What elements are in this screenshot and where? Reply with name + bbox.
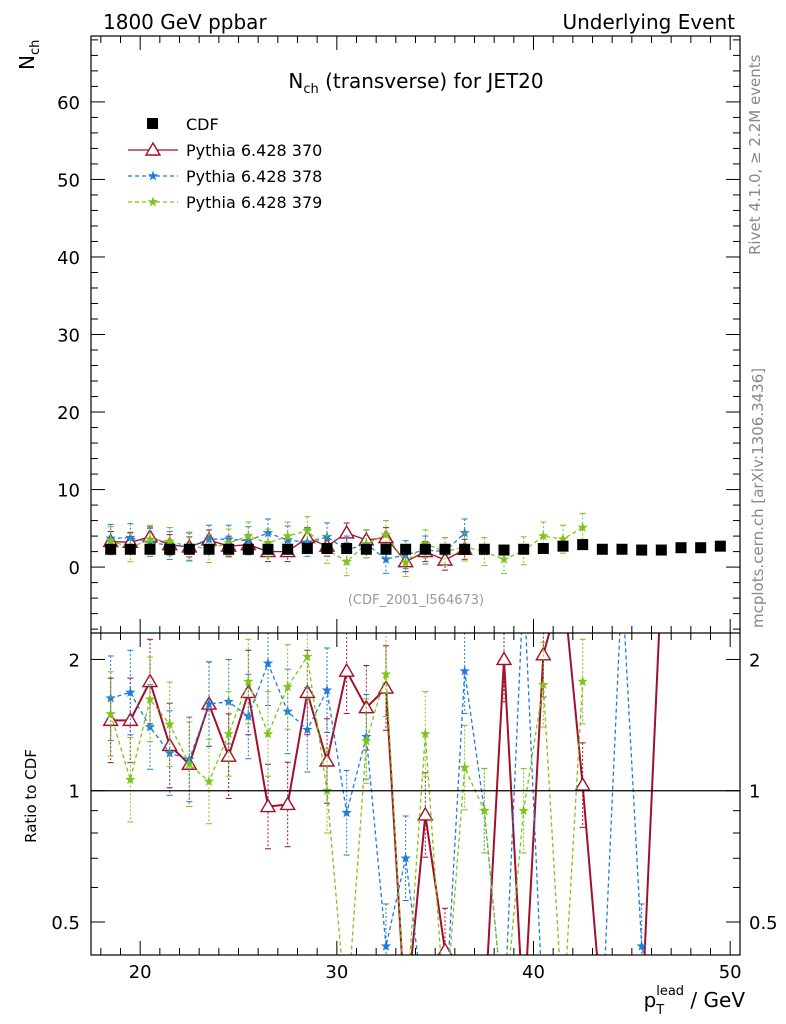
- y-tick-label-0: 0: [69, 558, 80, 579]
- point-cdf: [144, 543, 156, 555]
- ratio-tick-label-right-1: 1: [749, 782, 760, 803]
- x-axis-label: pTlead / GeV: [644, 984, 746, 1018]
- ratio-series-layer: [102, 633, 661, 955]
- legend-marker-379: [147, 196, 159, 207]
- x-tick-label-50: 50: [719, 962, 742, 983]
- point-cdf: [380, 543, 392, 555]
- legend-label-378: Pythia 6.428 378: [186, 167, 322, 186]
- point-cdf: [341, 542, 353, 554]
- point-cdf: [183, 543, 195, 555]
- y-tick-label-30: 30: [57, 326, 80, 347]
- legend: CDF Pythia 6.428 370 Pythia 6.428 378 Py…: [128, 115, 322, 212]
- point-cdf: [262, 543, 274, 555]
- ratio-point-370: [220, 747, 237, 762]
- point-cdf: [577, 539, 589, 551]
- ratio-point-370: [495, 651, 513, 666]
- y-tick-label-40: 40: [57, 248, 80, 269]
- y-tick-label-60: 60: [57, 93, 80, 114]
- side-label-mcplots: mcplots.cern.ch [arXiv:1306.3436]: [749, 368, 767, 628]
- x-tick-label-30: 30: [325, 962, 348, 983]
- side-label-rivet: Rivet 4.1.0, ≥ 2.2M events: [746, 54, 764, 255]
- y-tick-label-20: 20: [57, 403, 80, 424]
- point-cdf: [282, 543, 294, 555]
- ratio-tick-label-right-2: 2: [749, 650, 760, 671]
- x-tick-label-40: 40: [522, 962, 545, 983]
- point-cdf: [301, 542, 313, 554]
- legend-marker-378: [147, 170, 159, 181]
- ratio-point-370: [279, 796, 296, 811]
- point-cdf: [557, 540, 569, 552]
- main-panel: [102, 513, 726, 577]
- y-axis-label-ratio: Ratio to CDF: [22, 749, 40, 843]
- legend-label-cdf: CDF: [186, 115, 219, 134]
- y-tick-label-50: 50: [57, 170, 80, 191]
- point-cdf: [400, 543, 412, 555]
- point-cdf: [596, 543, 608, 555]
- chart-title: Nch (transverse) for JET20: [288, 69, 543, 97]
- ratio-tick-label-left-1: 1: [69, 782, 80, 803]
- ratio-point-370: [574, 776, 591, 791]
- legend-label-370: Pythia 6.428 370: [186, 141, 322, 160]
- point-cdf: [242, 543, 254, 555]
- point-cdf: [223, 543, 235, 555]
- point-cdf: [655, 544, 667, 556]
- main-series-layer: [102, 513, 726, 577]
- legend-label-379: Pythia 6.428 379: [186, 193, 322, 212]
- ratio-tick-label-left-2: 2: [69, 650, 80, 671]
- point-cdf: [459, 543, 471, 555]
- ratio-panel: [102, 633, 661, 955]
- header-left: 1800 GeV ppbar: [103, 10, 267, 34]
- y-axis-label-top: Nch: [15, 40, 43, 70]
- ratio-point-370: [417, 806, 434, 821]
- point-cdf: [164, 543, 176, 555]
- header-right: Underlying Event: [562, 10, 735, 34]
- point-cdf: [518, 543, 530, 555]
- point-cdf: [537, 542, 549, 554]
- ratio-point-370: [338, 662, 355, 677]
- x-tick-label-20: 20: [129, 962, 152, 983]
- point-cdf: [124, 543, 136, 555]
- ratio-point-370: [259, 798, 277, 813]
- point-cdf: [478, 543, 490, 555]
- point-cdf: [419, 543, 431, 555]
- point-cdf: [439, 543, 451, 555]
- legend-marker-cdf: [147, 118, 158, 129]
- point-cdf: [360, 543, 372, 555]
- ratio-tick-label-right-0p5: 0.5: [749, 913, 778, 934]
- legend-marker-370: [144, 141, 162, 156]
- analysis-watermark: (CDF_2001_I564673): [348, 593, 484, 608]
- ratio-tick-label-left-0p5: 0.5: [51, 913, 80, 934]
- point-cdf: [675, 542, 687, 554]
- ratio-point-370: [535, 646, 552, 661]
- point-cdf: [714, 540, 726, 552]
- point-cdf: [203, 543, 215, 555]
- y-tick-label-10: 10: [57, 481, 80, 502]
- point-cdf: [636, 544, 648, 556]
- point-cdf: [105, 543, 117, 555]
- point-cdf: [498, 544, 510, 556]
- point-cdf: [321, 542, 333, 554]
- point-cdf: [616, 543, 628, 555]
- point-cdf: [695, 542, 707, 554]
